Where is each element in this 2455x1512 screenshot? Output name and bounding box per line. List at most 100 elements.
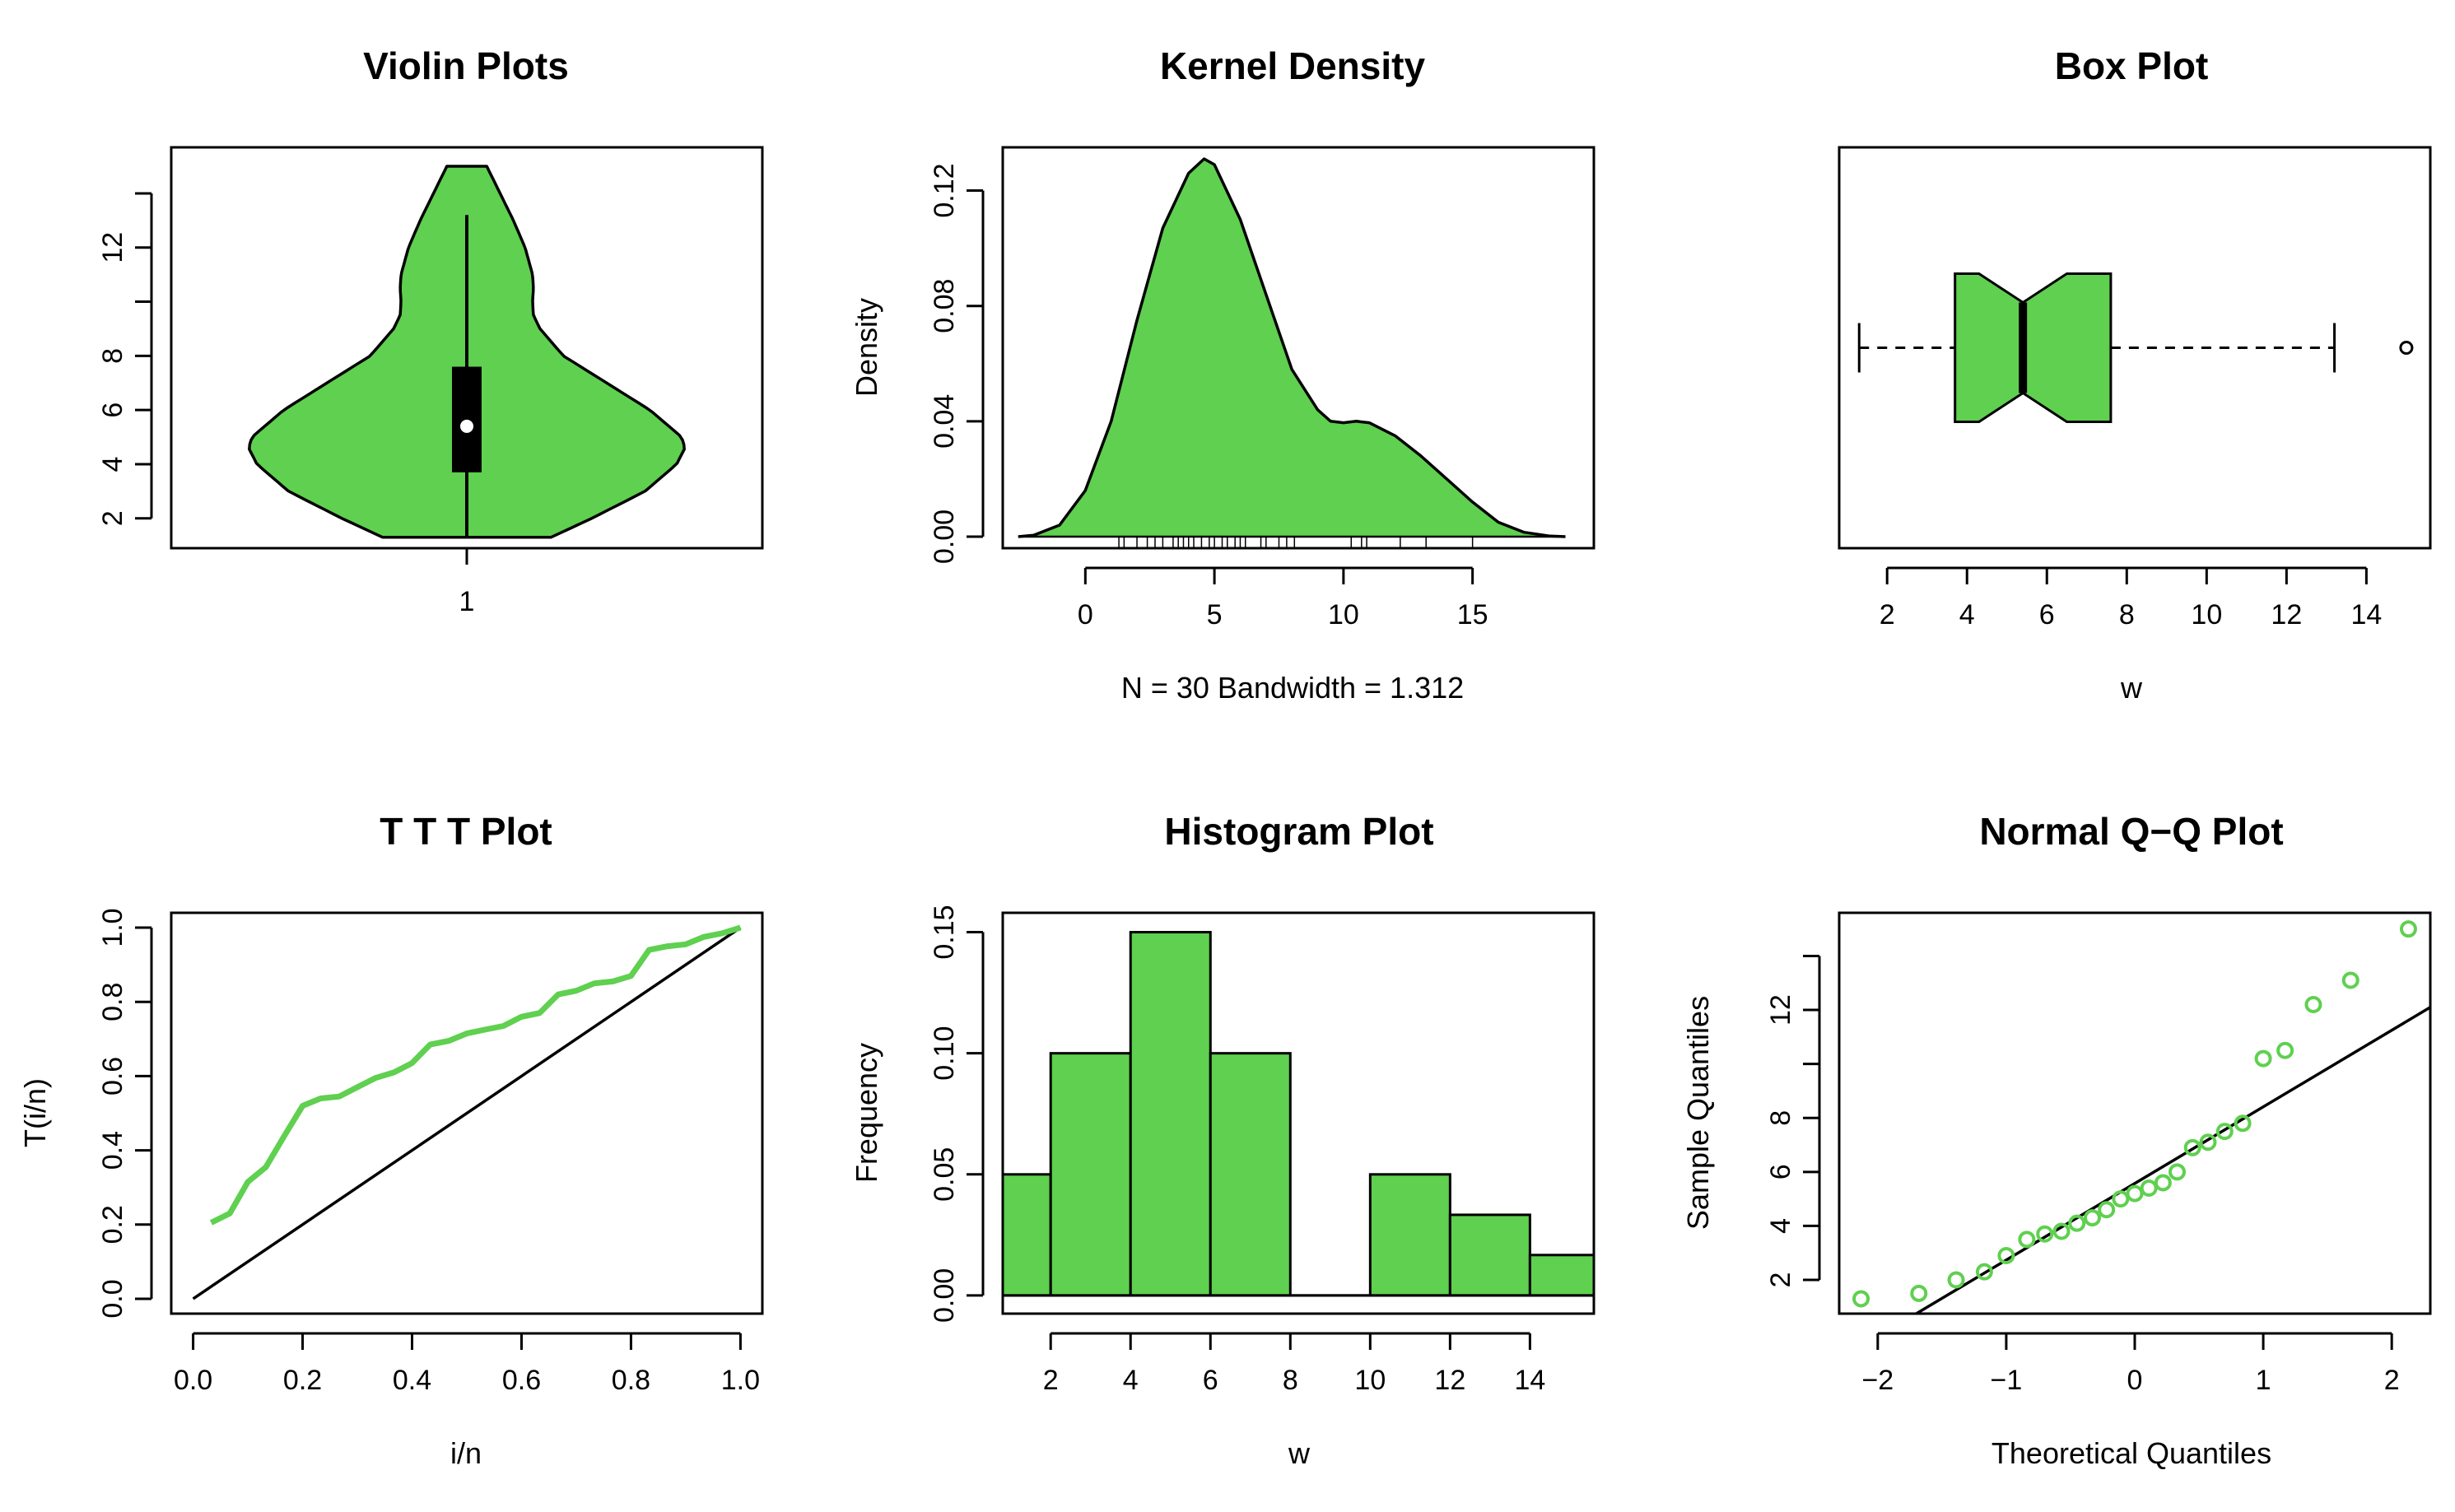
qq-x-tick-label: 2: [2384, 1365, 2400, 1396]
histogram-bar: [1129, 931, 1212, 1297]
qq-point: [2018, 1231, 2036, 1249]
qq-y-tick-label: 8: [1765, 1110, 1796, 1126]
qq-point: [2052, 1222, 2071, 1240]
ttt-reference-line: [192, 926, 742, 1300]
density-y-tick-label: 0.00: [929, 509, 960, 564]
qq-y-tick-label: 4: [1765, 1218, 1796, 1234]
density-panel: Kernel Density N = 30 Bandwidth = 1.312 …: [850, 44, 1596, 705]
qq-point: [2215, 1123, 2234, 1141]
boxplot-x-tick-label: 4: [1959, 599, 1975, 630]
ttt-x-tick-label: 0.6: [502, 1365, 541, 1396]
qq-point: [2140, 1179, 2158, 1198]
ttt-y-tick-label: 0.2: [97, 1205, 128, 1244]
density-y-tick-label: 0.08: [929, 279, 960, 333]
boxplot-x-tick-label: 6: [2039, 599, 2055, 630]
histogram-y-label: Frequency: [850, 1043, 883, 1183]
histogram-plot-area: 2 4 6 8 10 12 14 0.00 0.05 0.10 0.15: [929, 905, 1594, 1396]
histogram-x-label: w: [1288, 1436, 1311, 1470]
ttt-title: T T T Plot: [380, 810, 552, 853]
boxplot-x-tick-label: 14: [2350, 599, 2382, 630]
boxplot-panel: Box Plot w 2 4 6 8 10 12 14: [1838, 44, 2432, 705]
ttt-x-tick-label: 0.4: [393, 1365, 431, 1396]
density-x-label: N = 30 Bandwidth = 1.312: [1121, 671, 1464, 705]
qq-y-tick-label: 6: [1765, 1164, 1796, 1179]
qq-point: [2068, 1214, 2086, 1232]
histogram-frame: [1001, 911, 1596, 1315]
qq-point: [2036, 1225, 2054, 1243]
qq-point: [2304, 996, 2322, 1014]
histogram-y-tick-label: 0.00: [929, 1268, 960, 1323]
ttt-frame: [170, 911, 764, 1315]
ttt-x-tick-label: 0.2: [283, 1365, 322, 1396]
qq-x-tick-label: −1: [1991, 1365, 2023, 1396]
density-x-tick-label: 0: [1078, 599, 1093, 630]
density-y-label: Density: [850, 298, 883, 397]
ttt-x-tick-label: 0.8: [612, 1365, 650, 1396]
density-curve: [1018, 157, 1566, 538]
qq-title: Normal Q−Q Plot: [1979, 810, 2283, 853]
ttt-y-tick-label: 0.4: [97, 1131, 128, 1170]
ttt-y-tick-label: 0.6: [97, 1057, 128, 1096]
histogram-x-tick-label: 14: [1514, 1365, 1545, 1396]
ttt-y-tick-label: 1.0: [97, 908, 128, 947]
ttt-y-tick-label: 0.0: [97, 1279, 128, 1318]
density-x-tick-label: 10: [1328, 599, 1359, 630]
qq-point: [2154, 1174, 2172, 1192]
violin-y-tick-label: 8: [97, 348, 128, 364]
violin-frame: [170, 146, 764, 550]
histogram-bars: [1003, 931, 1594, 1297]
density-title: Kernel Density: [1160, 44, 1426, 87]
ttt-x-tick-label: 0.0: [174, 1365, 212, 1396]
qq-point: [2126, 1184, 2144, 1203]
histogram-x-tick-label: 12: [1434, 1365, 1465, 1396]
ttt-x-tick-label: 1.0: [721, 1365, 760, 1396]
boxplot-x-tick-label: 2: [1880, 599, 1895, 630]
boxplot-x-tick-label: 12: [2271, 599, 2302, 630]
qq-point: [1975, 1263, 1993, 1281]
boxplot-x-tick-label: 8: [2119, 599, 2135, 630]
density-y-tick-label: 0.12: [929, 163, 960, 217]
qq-x-tick-label: −2: [1861, 1365, 1894, 1396]
ttt-panel: T T T Plot i/n T(i/n) 0.0 0.2 0.4 0.6 0.8 1.0…: [18, 810, 764, 1470]
ttt-y-label: T(i/n): [18, 1078, 52, 1147]
violin-x-tick-label: 1: [459, 586, 475, 617]
violin-title: Violin Plots: [363, 44, 569, 87]
histogram-bar: [1049, 1052, 1132, 1297]
qq-point: [2276, 1041, 2294, 1059]
density-area: [1018, 159, 1566, 537]
histogram-x-tick-label: 2: [1043, 1365, 1059, 1396]
qq-point: [2183, 1138, 2201, 1156]
violin-y-tick-label: 12: [97, 232, 128, 263]
histogram-title: Histogram Plot: [1164, 810, 1433, 853]
density-frame: [1001, 146, 1596, 550]
qq-point: [1852, 1290, 1870, 1308]
qq-x-tick-label: 0: [2127, 1365, 2143, 1396]
boxplot-plot-area: 2 4 6 8 10 12 14: [1857, 272, 2414, 630]
qq-x-label: Theoretical Quantiles: [1991, 1436, 2271, 1470]
density-x-tick-label: 15: [1457, 599, 1488, 630]
violin-y-tick-label: 4: [97, 457, 128, 472]
histogram-bar: [1368, 1173, 1451, 1297]
qq-point: [2399, 920, 2417, 938]
boxplot-notched-box: [1954, 272, 2113, 423]
histogram-bar: [1448, 1213, 1531, 1297]
qq-point: [1947, 1271, 1965, 1289]
qq-y-label: Sample Quantiles: [1681, 996, 1715, 1230]
histogram-y-tick-label: 0.15: [929, 905, 960, 959]
ttt-plot-area: 0.0 0.2 0.4 0.6 0.8 1.0 0.0 0.2 0.4 0.6 0.8 1.0: [97, 908, 760, 1396]
qq-point: [2341, 971, 2360, 989]
histogram-bar: [1209, 1052, 1292, 1297]
density-y-tick-label: 0.04: [929, 394, 960, 449]
ttt-curve: [209, 924, 742, 1226]
histogram-x-tick-label: 10: [1354, 1365, 1386, 1396]
qq-x-tick-label: 1: [2256, 1365, 2271, 1396]
qq-point: [2254, 1049, 2272, 1068]
qq-panel: Normal Q−Q Plot Theoretical Quantiles Sa…: [1681, 810, 2432, 1470]
violin-median-dot: [460, 419, 473, 433]
boxplot-outlier: [2399, 341, 2414, 355]
histogram-panel: Histogram Plot w Frequency 2 4 6 8 10 12 14 0.0…: [850, 810, 1596, 1470]
histogram-x-tick-label: 4: [1123, 1365, 1139, 1396]
density-x-tick-label: 5: [1207, 599, 1223, 630]
